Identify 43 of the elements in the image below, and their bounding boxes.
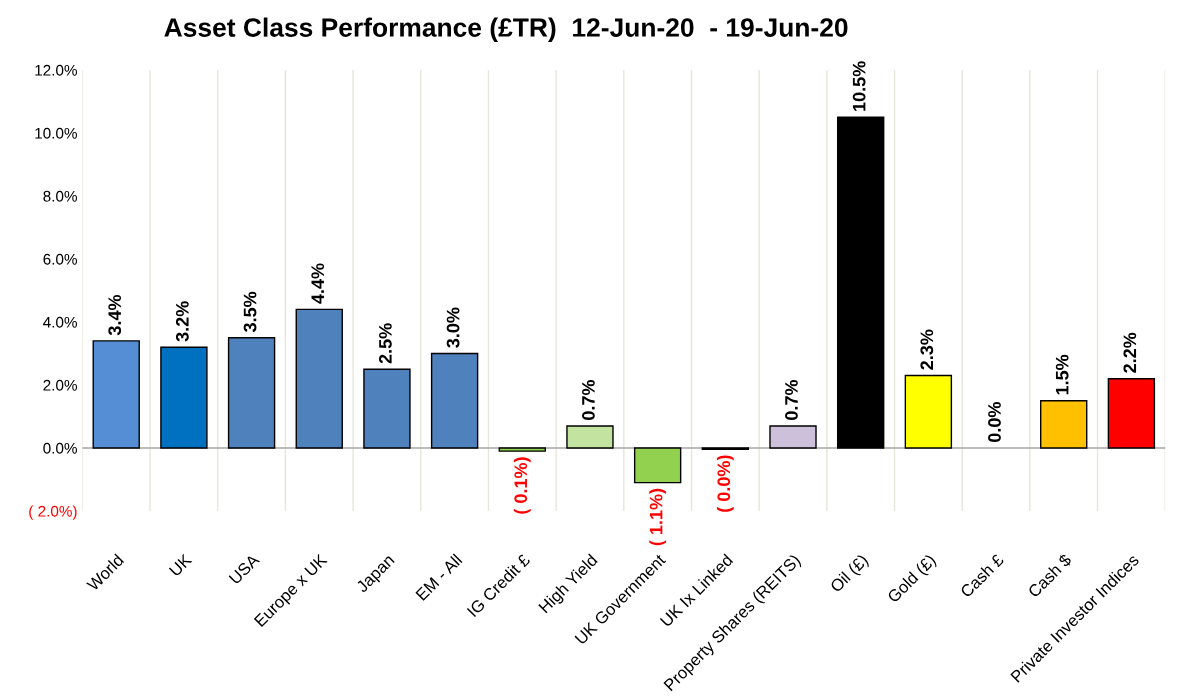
data-label: 1.5% xyxy=(1055,354,1069,395)
data-label: 2.2% xyxy=(1123,332,1137,373)
bar xyxy=(633,447,682,484)
data-label: ( 1.1%) xyxy=(649,488,667,546)
bar xyxy=(227,337,276,449)
x-tick-label: Oil (£) xyxy=(829,553,871,596)
bar xyxy=(498,447,546,452)
data-label: 3.2% xyxy=(175,301,189,342)
data-label: 3.5% xyxy=(243,291,257,333)
data-label: 4.4% xyxy=(311,263,325,304)
y-tick-label: 8.0% xyxy=(43,190,77,202)
data-label: 3.0% xyxy=(446,307,460,348)
x-tick-label: UK xyxy=(168,553,193,577)
bar xyxy=(160,346,208,449)
bar xyxy=(566,425,614,449)
y-tick-label: ( 2.0%) xyxy=(29,505,77,520)
x-tick-label: USA xyxy=(228,553,261,585)
data-label: ( 0.1%) xyxy=(513,457,531,514)
bar xyxy=(430,352,479,449)
bar xyxy=(1107,378,1156,449)
bar xyxy=(295,308,343,449)
data-label: 10.5% xyxy=(852,61,866,111)
data-label: 2.3% xyxy=(920,329,934,370)
y-tick-label: 6.0% xyxy=(43,253,77,265)
bar xyxy=(363,368,411,449)
y-tick-label: 2.0% xyxy=(43,379,77,391)
bar xyxy=(904,374,953,449)
data-label: ( 0.0%) xyxy=(716,455,734,512)
y-tick-label: 0.0% xyxy=(43,442,77,454)
data-label: 0.7% xyxy=(785,379,798,420)
data-label: 3.4% xyxy=(108,294,122,336)
chart-title: Asset Class Performance (£TR) 12-Jun-20 - 19-Jun-20 xyxy=(164,17,848,43)
bar xyxy=(836,116,885,449)
data-label: 0.7% xyxy=(582,379,595,420)
bar xyxy=(1040,400,1088,449)
data-label: 2.5% xyxy=(379,323,392,364)
bar xyxy=(92,340,140,449)
data-label: 0.0% xyxy=(988,402,1001,442)
y-tick-label: 12.0% xyxy=(35,64,77,76)
x-tick-label: EM - All xyxy=(414,553,463,601)
y-tick-label: 4.0% xyxy=(43,316,77,328)
bar xyxy=(769,425,817,449)
y-tick-label: 10.0% xyxy=(35,127,77,139)
